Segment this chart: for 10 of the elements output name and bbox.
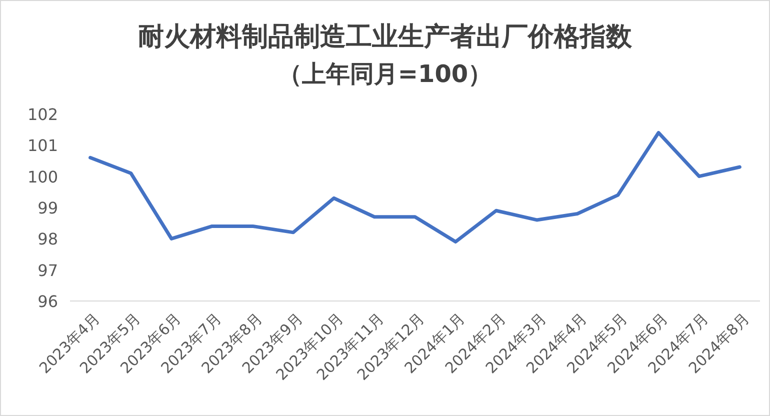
y-tick-label: 101 — [27, 136, 58, 156]
chart-subtitle: （上年同月=100） — [278, 60, 492, 88]
y-tick-label: 102 — [27, 105, 58, 124]
y-tick-label: 100 — [27, 167, 58, 186]
y-tick-label: 98 — [38, 230, 58, 249]
line-series — [88, 130, 742, 244]
y-tick-label: 96 — [38, 292, 58, 311]
chart-title: 耐火材料制品制造工业生产者出厂价格指数 — [138, 22, 633, 52]
y-tick-label: 99 — [38, 198, 58, 218]
y-tick-label: 97 — [38, 260, 58, 280]
